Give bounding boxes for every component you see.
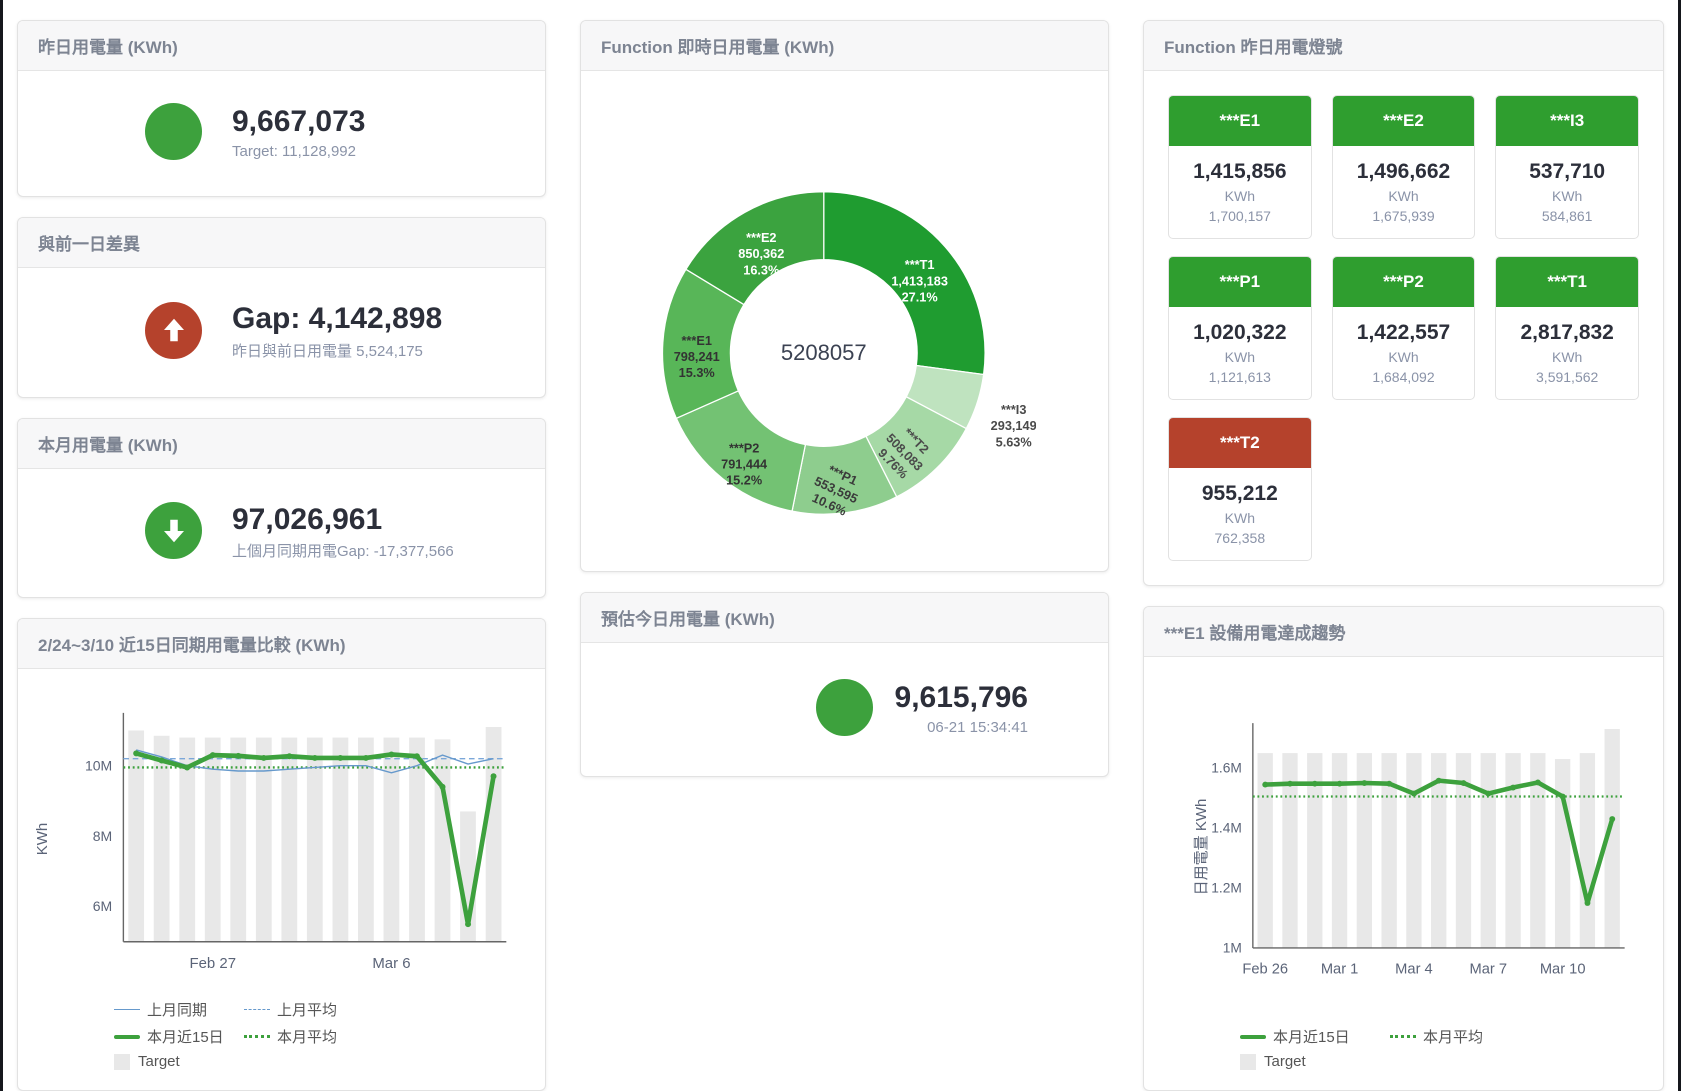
svg-text:1,413,183: 1,413,183 <box>891 273 948 288</box>
svg-text:6M: 6M <box>93 898 112 914</box>
svg-text:***E2: ***E2 <box>746 230 776 245</box>
svg-text:27.1%: 27.1% <box>901 289 937 304</box>
svg-text:5.63%: 5.63% <box>995 434 1031 449</box>
svg-text:***E1: ***E1 <box>681 333 711 348</box>
svg-text:8M: 8M <box>93 828 112 844</box>
svg-text:10M: 10M <box>85 757 112 773</box>
svg-text:850,362: 850,362 <box>738 246 784 261</box>
svg-text:Feb 26: Feb 26 <box>1242 961 1288 977</box>
svg-text:Mar 1: Mar 1 <box>1321 961 1359 977</box>
svg-text:1.4M: 1.4M <box>1211 820 1242 835</box>
svg-text:Mar 4: Mar 4 <box>1395 961 1433 977</box>
svg-text:16.3%: 16.3% <box>743 262 779 277</box>
svg-text:Mar 10: Mar 10 <box>1540 961 1586 977</box>
svg-text:15.2%: 15.2% <box>726 473 762 488</box>
svg-text:5208057: 5208057 <box>780 340 866 365</box>
svg-text:***T1: ***T1 <box>904 257 934 272</box>
svg-text:Mar 6: Mar 6 <box>372 955 410 972</box>
svg-text:293,149: 293,149 <box>990 418 1035 433</box>
svg-text:15.3%: 15.3% <box>678 365 714 380</box>
svg-text:798,241: 798,241 <box>673 349 719 364</box>
svg-text:791,444: 791,444 <box>721 456 767 471</box>
svg-text:Mar 7: Mar 7 <box>1470 961 1508 977</box>
svg-text:1M: 1M <box>1223 940 1242 955</box>
svg-text:***I3: ***I3 <box>1000 402 1025 417</box>
svg-text:1.2M: 1.2M <box>1211 880 1242 895</box>
svg-text:1.6M: 1.6M <box>1211 760 1242 775</box>
svg-text:Feb 27: Feb 27 <box>190 955 237 972</box>
svg-text:***P2: ***P2 <box>728 440 758 455</box>
